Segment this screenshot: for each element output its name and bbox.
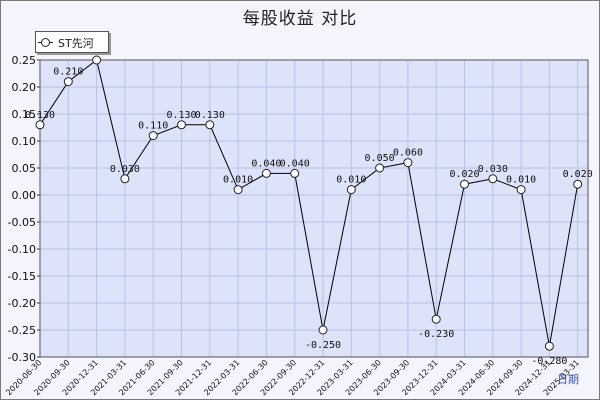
- y-tick-label: 0.20: [12, 81, 37, 94]
- y-tick-label: -0.25: [8, 324, 36, 337]
- data-point: [233, 185, 243, 195]
- legend: ST先河: [35, 31, 109, 53]
- data-label: 0.130: [195, 110, 225, 121]
- y-tick-label: -0.05: [8, 216, 36, 229]
- data-label: 0.130: [25, 110, 55, 121]
- y-tick-label: -0.10: [8, 243, 36, 256]
- y-tick-label: -0.20: [8, 297, 36, 310]
- data-label: 0.040: [251, 158, 281, 169]
- x-axis-label: 日期: [557, 373, 579, 386]
- data-label: 0.210: [53, 67, 83, 78]
- data-point: [318, 325, 328, 335]
- data-point: [488, 174, 498, 184]
- data-label: -0.230: [418, 329, 454, 340]
- data-label: 0.010: [223, 175, 253, 186]
- data-label: 0.130: [166, 110, 196, 121]
- data-point: [403, 158, 413, 168]
- data-label: 0.030: [478, 164, 508, 175]
- data-label: -0.250: [305, 340, 341, 351]
- data-label: 0.040: [280, 158, 310, 169]
- data-point: [205, 120, 215, 130]
- data-label: 0.010: [336, 175, 366, 186]
- data-point: [544, 341, 554, 351]
- data-label: 0.020: [449, 169, 479, 180]
- series-line: [39, 59, 579, 347]
- y-tick-label: 0.25: [12, 54, 37, 67]
- data-point: [431, 314, 441, 324]
- y-tick-label: 0.15: [12, 108, 37, 121]
- data-labels: 0.1300.2100.0300.1100.1300.1300.0100.040…: [25, 67, 593, 368]
- data-label: 0.060: [393, 148, 423, 159]
- data-point: [120, 174, 130, 184]
- data-label: 0.030: [110, 164, 140, 175]
- data-label: 0.020: [563, 169, 593, 180]
- plot-area: [40, 60, 588, 357]
- data-point: [573, 179, 583, 189]
- data-point: [148, 131, 158, 141]
- data-point: [516, 185, 526, 195]
- data-point: [290, 168, 300, 178]
- legend-series-name: ST先河: [58, 37, 94, 50]
- data-point: [177, 120, 186, 130]
- data-point: [460, 179, 469, 189]
- y-tick-label: 0.05: [12, 162, 37, 175]
- y-tick-label: -0.15: [8, 270, 36, 283]
- data-label: 0.010: [506, 175, 536, 186]
- chart-title: 每股收益 对比: [242, 9, 358, 29]
- y-tick-label: 0.10: [12, 135, 37, 148]
- data-label: -0.280: [531, 356, 567, 367]
- data-label: 0.110: [138, 121, 168, 132]
- data-point: [92, 55, 102, 65]
- data-label: 0.050: [365, 153, 395, 164]
- data-point: [261, 168, 271, 178]
- data-point: [63, 77, 73, 87]
- data-point: [375, 163, 385, 173]
- legend-marker-icon: [41, 38, 50, 47]
- y-tick-label: -0.30: [8, 351, 36, 364]
- y-tick-label: 0.00: [12, 189, 37, 202]
- series-layer: [35, 55, 583, 351]
- plot-border: [39, 59, 589, 358]
- data-point: [35, 120, 45, 130]
- data-point: [346, 185, 356, 195]
